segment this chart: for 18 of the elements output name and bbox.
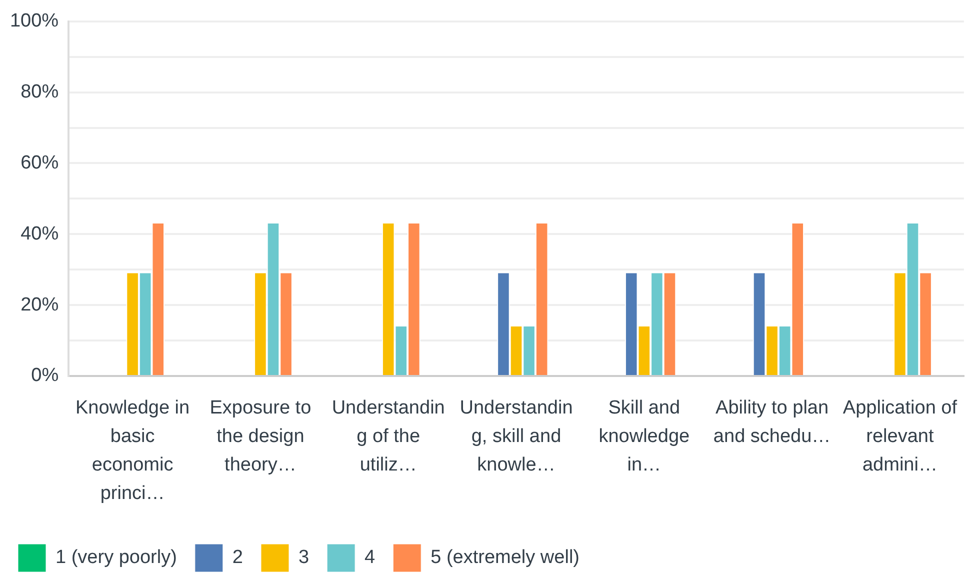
x-tick-label: Ability to plan and schedu… (713, 397, 831, 447)
x-tick-label: Exposure to the design theory… (210, 397, 312, 476)
y-tick-label: 100% (10, 10, 59, 32)
legend-label: 3 (298, 547, 310, 568)
legend-label: 5 (extremely well) (430, 547, 580, 568)
x-tick-label: Application of relevant admini… (842, 397, 958, 476)
legend-label: 4 (364, 547, 376, 568)
y-tick-label: 40% (20, 223, 59, 244)
y-tick-label: 0% (31, 365, 59, 386)
legend-label: 2 (232, 547, 243, 568)
x-tick-label: Knowledge in basic economic princi… (76, 397, 190, 504)
x-tick-label: Understanding of the utiliz… (332, 397, 445, 476)
legend-label: 1 (very poorly) (56, 547, 177, 568)
x-tick-label: Skill and knowledge in… (598, 397, 690, 476)
y-tick-label: 60% (20, 152, 59, 174)
x-tick-label: Understanding, skill and knowle… (460, 397, 573, 476)
y-tick-label: 80% (20, 82, 59, 103)
y-tick-label: 20% (20, 294, 59, 316)
